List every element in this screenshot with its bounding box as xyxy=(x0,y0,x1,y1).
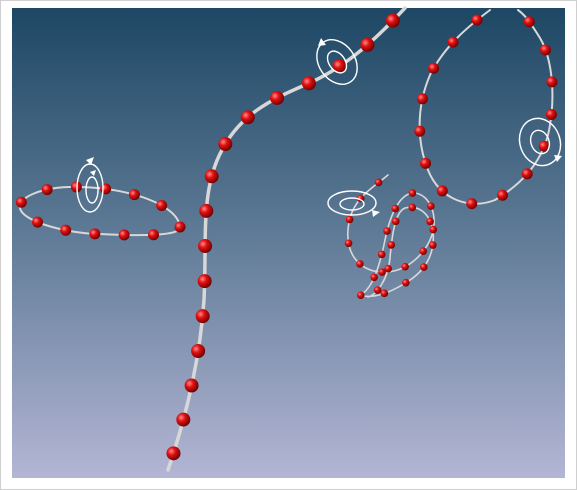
bead xyxy=(427,202,435,210)
bead xyxy=(32,216,44,228)
bead xyxy=(540,44,552,56)
bead xyxy=(538,140,550,152)
bead xyxy=(419,247,428,255)
bead xyxy=(466,198,478,210)
bead xyxy=(345,215,354,224)
bead xyxy=(148,229,160,241)
bead xyxy=(100,183,112,195)
rotate-gizmo xyxy=(316,38,358,85)
bead xyxy=(420,157,432,169)
bead xyxy=(128,189,140,201)
bead xyxy=(356,291,365,300)
bead xyxy=(199,203,214,218)
bead xyxy=(198,239,213,254)
bead xyxy=(436,185,448,197)
bead xyxy=(420,263,428,271)
bead xyxy=(360,37,375,52)
bead xyxy=(546,76,558,88)
bead xyxy=(408,189,417,197)
spiral-curve xyxy=(347,174,435,298)
bead xyxy=(385,13,400,28)
bead xyxy=(416,93,428,105)
bead xyxy=(428,62,440,74)
bead xyxy=(156,199,168,211)
bead xyxy=(195,309,210,324)
rotate-gizmo xyxy=(76,157,104,213)
bead xyxy=(402,278,410,287)
bead xyxy=(384,264,392,273)
bead xyxy=(521,168,533,180)
bead xyxy=(523,16,535,28)
bead xyxy=(391,217,400,226)
bead xyxy=(197,274,212,289)
bead xyxy=(447,36,459,48)
bead xyxy=(174,221,186,233)
bead xyxy=(373,286,382,294)
bead xyxy=(191,343,206,358)
bead xyxy=(497,189,509,201)
rotate-gizmo xyxy=(327,190,380,217)
rotate-gizmo xyxy=(518,117,562,167)
bead xyxy=(118,229,130,241)
bead xyxy=(383,227,391,235)
render-area xyxy=(12,8,565,478)
bead xyxy=(184,378,199,393)
bead xyxy=(41,184,53,196)
bead xyxy=(471,14,483,26)
bead xyxy=(240,110,255,125)
bead xyxy=(15,196,27,208)
bead xyxy=(426,217,434,226)
beads xyxy=(15,13,558,461)
bead xyxy=(270,90,285,105)
bead xyxy=(429,241,437,249)
bead xyxy=(332,59,347,74)
bead xyxy=(166,446,181,461)
bead xyxy=(414,125,426,137)
bead xyxy=(387,241,396,249)
bead xyxy=(429,225,438,234)
bead xyxy=(356,260,364,268)
bead xyxy=(374,178,383,187)
bead xyxy=(380,289,389,298)
bead xyxy=(218,137,233,152)
bead xyxy=(408,203,417,212)
bead xyxy=(204,169,219,184)
bead xyxy=(401,262,409,271)
bead xyxy=(391,204,400,213)
bead xyxy=(301,76,316,91)
bead xyxy=(60,224,72,236)
right-curve xyxy=(418,9,554,205)
bead xyxy=(89,228,101,240)
bead xyxy=(176,412,191,427)
bead xyxy=(344,239,353,248)
bead xyxy=(378,268,386,276)
bead xyxy=(370,273,378,282)
bead xyxy=(545,108,557,120)
bead xyxy=(377,250,386,259)
